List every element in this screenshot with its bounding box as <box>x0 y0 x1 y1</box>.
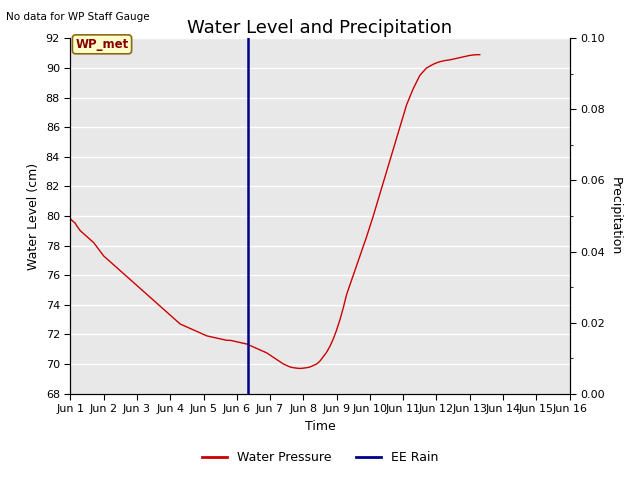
Y-axis label: Water Level (cm): Water Level (cm) <box>27 162 40 270</box>
Text: No data for WP Staff Gauge: No data for WP Staff Gauge <box>6 12 150 22</box>
Text: WP_met: WP_met <box>76 38 129 51</box>
Legend: Water Pressure, EE Rain: Water Pressure, EE Rain <box>196 446 444 469</box>
X-axis label: Time: Time <box>305 420 335 432</box>
Title: Water Level and Precipitation: Water Level and Precipitation <box>188 19 452 37</box>
Y-axis label: Precipitation: Precipitation <box>609 177 621 255</box>
